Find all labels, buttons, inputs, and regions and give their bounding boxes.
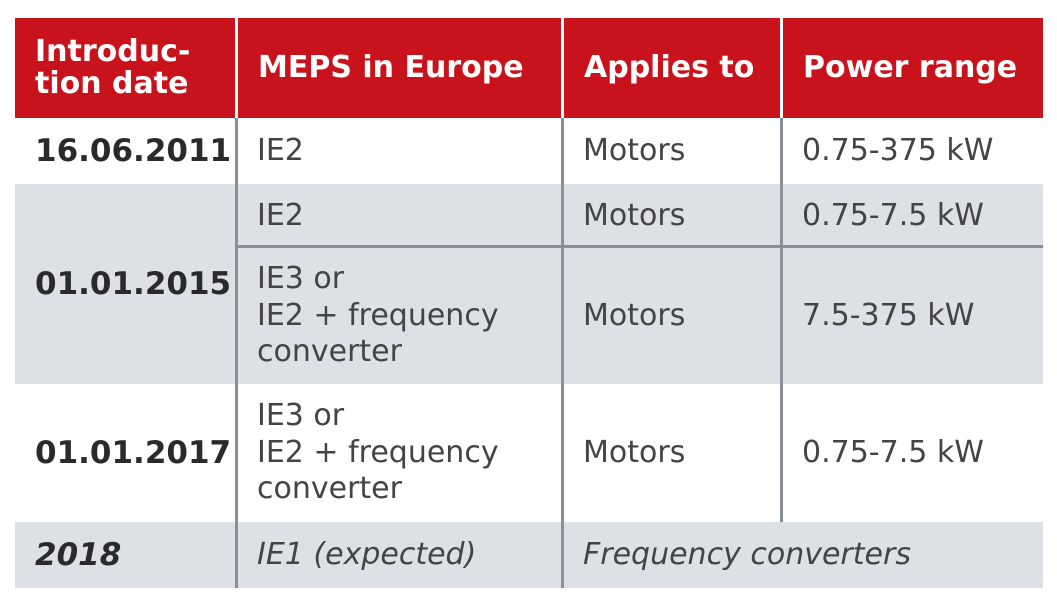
row-2015b-power: 7.5-375 kW <box>783 248 1043 384</box>
row-2015b-meps-line-2: IE2 + frequency <box>257 297 499 333</box>
row-2015b-meps: IE3 or IE2 + frequency converter <box>238 248 561 384</box>
row-2015-background <box>15 184 1043 384</box>
header-introduction-date-label: Introduc- tion date <box>35 33 191 101</box>
row-2011-date: 16.06.2011 <box>15 118 235 184</box>
row-2018-applies: Frequency converters <box>564 522 1043 588</box>
row-2018-meps: IE1 (expected) <box>238 522 561 588</box>
row-2017-meps-line-3: converter <box>257 471 402 507</box>
row-2011-applies-text: Motors <box>583 132 686 168</box>
row-2017-date: 01.01.2017 <box>15 384 235 522</box>
row-2017-meps-line-1: IE3 or <box>257 398 345 434</box>
row-2017-meps: IE3 or IE2 + frequency converter <box>238 384 561 522</box>
row-2017-power: 0.75-7.5 kW <box>783 384 1043 522</box>
row-2015b-power-text: 7.5-375 kW <box>802 297 975 333</box>
row-2018-background <box>15 522 1043 588</box>
header-power-range: Power range <box>783 18 1043 118</box>
row-2017-applies: Motors <box>564 384 780 522</box>
header-meps-label: MEPS in Europe <box>258 49 524 85</box>
row-2015b-meps-line-3: converter <box>257 334 402 370</box>
row-2015a-applies: Motors <box>564 184 780 248</box>
row-2018-date-text: 2018 <box>35 537 122 573</box>
header-applies-to: Applies to <box>564 18 780 118</box>
row-2015-date: 01.01.2015 <box>15 184 235 384</box>
row-2015b-applies-text: Motors <box>583 297 686 333</box>
row-2011-applies: Motors <box>564 118 780 184</box>
row-2018-applies-text: Frequency converters <box>583 536 911 572</box>
row-2011-power: 0.75-375 kW <box>783 118 1043 184</box>
row-2015b-meps-line-1: IE3 or <box>257 261 345 297</box>
row-2017-date-text: 01.01.2017 <box>35 435 232 471</box>
row-2017-applies-text: Motors <box>583 434 686 470</box>
header-power-range-label: Power range <box>803 49 1018 85</box>
meps-table: Introduc- tion date MEPS in Europe Appli… <box>15 18 1043 588</box>
row-2018-meps-text: IE1 (expected) <box>257 536 477 572</box>
row-2015a-power-text: 0.75-7.5 kW <box>802 197 984 233</box>
header-introduction-date: Introduc- tion date <box>15 18 235 118</box>
row-2015a-power: 0.75-7.5 kW <box>783 184 1043 248</box>
header-meps: MEPS in Europe <box>238 18 561 118</box>
row-2015a-meps-text: IE2 <box>257 197 304 233</box>
row-2011-meps: IE2 <box>238 118 561 184</box>
row-2015a-meps: IE2 <box>238 184 561 248</box>
row-2017-power-text: 0.75-7.5 kW <box>802 434 984 470</box>
row-2011-meps-text: IE2 <box>257 132 304 168</box>
row-2011-power-text: 0.75-375 kW <box>802 132 994 168</box>
row-2015a-applies-text: Motors <box>583 197 686 233</box>
row-2011-date-text: 16.06.2011 <box>35 133 232 169</box>
header-applies-to-label: Applies to <box>584 49 755 85</box>
row-2015b-applies: Motors <box>564 248 780 384</box>
row-2018-date: 2018 <box>15 522 235 588</box>
row-2017-meps-line-2: IE2 + frequency <box>257 434 499 470</box>
row-2015-date-text: 01.01.2015 <box>35 266 232 302</box>
